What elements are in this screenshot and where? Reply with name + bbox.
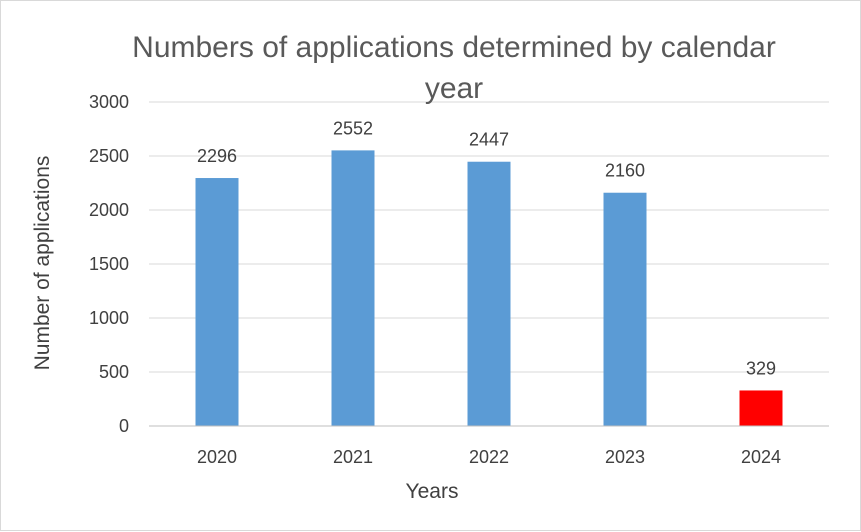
y-tick-label: 2000: [89, 200, 129, 220]
x-tick-label: 2020: [197, 447, 237, 467]
y-tick-label: 0: [119, 416, 129, 436]
bar-2023: [603, 192, 647, 426]
chart-title-line-2: year: [425, 72, 483, 105]
data-label: 329: [746, 358, 776, 378]
bar-2021: [331, 150, 375, 426]
x-tick-label: 2021: [333, 447, 373, 467]
data-label: 2552: [333, 118, 373, 138]
y-tick-label: 1000: [89, 308, 129, 328]
x-tick-labels: 2020 2021 2022 2023 2024: [197, 447, 781, 467]
data-label: 2296: [197, 146, 237, 166]
y-axis-title: Number of applications: [31, 156, 54, 371]
chart-title-line-1: Numbers of applications determined by ca…: [132, 31, 776, 64]
y-tick-label: 2500: [89, 146, 129, 166]
data-label: 2160: [605, 161, 645, 181]
x-tick-label: 2022: [469, 447, 509, 467]
x-axis-title: Years: [406, 480, 459, 503]
bars: [195, 150, 783, 426]
x-tick-label: 2024: [741, 447, 781, 467]
x-tick-label: 2023: [605, 447, 645, 467]
bar-2022: [467, 161, 511, 426]
data-labels: 2296 2552 2447 2160 329: [197, 118, 776, 378]
bar-2024: [739, 390, 783, 426]
y-tick-label: 3000: [89, 92, 129, 112]
y-tick-label: 1500: [89, 254, 129, 274]
data-label: 2447: [469, 130, 509, 150]
y-tick-labels: 0 500 1000 1500 2000 2500 3000: [89, 92, 129, 436]
bar-2020: [195, 178, 239, 426]
y-tick-label: 500: [99, 362, 129, 382]
